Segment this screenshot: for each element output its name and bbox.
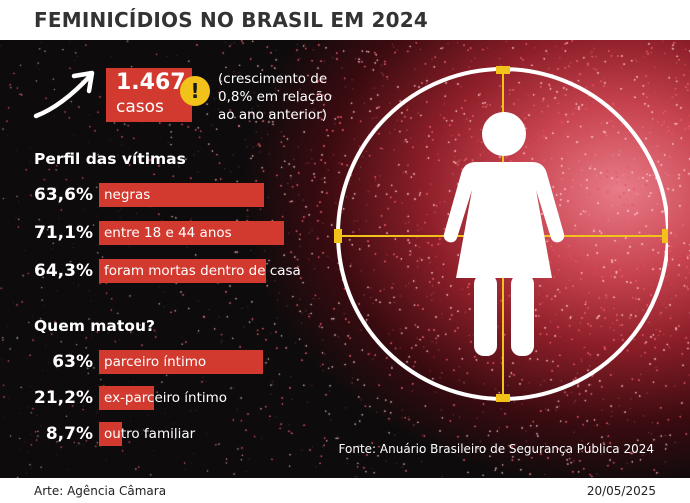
bar-row: 63% parceiro íntimo — [0, 349, 330, 375]
woman-figure-target — [334, 66, 668, 402]
bar — [99, 183, 264, 207]
bar-category-label: negras — [104, 187, 151, 203]
source-note: Fonte: Anuário Brasileiro de Segurança P… — [338, 442, 654, 456]
total-cases-value: 1.467 — [116, 70, 186, 95]
trend-up-arrow-icon — [33, 70, 95, 119]
bar-category-label: parceiro íntimo — [104, 354, 207, 370]
bar-value-label: 71,1% — [34, 223, 93, 243]
perpetrator-title: Quem matou? — [34, 317, 155, 335]
bar-value-label: 63,6% — [34, 185, 93, 205]
bar-category-label: outro familiar — [104, 426, 196, 442]
bar — [99, 221, 284, 245]
bar-value-label: 63% — [52, 352, 93, 372]
exclamation-icon: ! — [180, 76, 210, 106]
bar — [99, 386, 154, 410]
bar-row: 21,2% ex-parceiro íntimo — [0, 385, 330, 411]
bar-value-label: 64,3% — [34, 261, 93, 281]
crosshair-tick-bottom — [496, 394, 510, 402]
bar-category-label: entre 18 e 44 anos — [104, 225, 232, 241]
growth-note: (crescimento de 0,8% em relação ao ano a… — [218, 71, 332, 123]
bar-row: 71,1% entre 18 e 44 anos — [0, 220, 330, 246]
credit: Arte: Agência Câmara — [34, 484, 167, 498]
bar — [99, 259, 266, 283]
bar-category-label: foram mortas dentro de casa — [104, 263, 301, 279]
bar — [99, 422, 122, 446]
crosshair-tick-left — [334, 229, 342, 243]
bar-row: 63,6% negras — [0, 182, 330, 208]
victims-profile-title: Perfil das vítimas — [34, 150, 186, 168]
total-cases-box: 1.467 casos — [106, 68, 192, 122]
bar-category-label: ex-parceiro íntimo — [104, 390, 228, 406]
page-title: FEMINICÍDIOS NO BRASIL EM 2024 — [34, 8, 428, 32]
infographic-panel: 1.467 casos ! (crescimento de 0,8% em re… — [0, 40, 690, 478]
woman-icon — [443, 112, 565, 356]
crosshair-tick-top — [496, 66, 510, 74]
bar-value-label: 21,2% — [34, 388, 93, 408]
bar-row: 64,3% foram mortas dentro de casa — [0, 258, 330, 284]
crosshair-tick-right — [662, 229, 668, 243]
bar-value-label: 8,7% — [45, 424, 93, 444]
total-cases-unit: casos — [116, 97, 164, 117]
bar — [99, 350, 263, 374]
date: 20/05/2025 — [586, 484, 656, 498]
bar-row: 8,7% outro familiar — [0, 421, 330, 447]
